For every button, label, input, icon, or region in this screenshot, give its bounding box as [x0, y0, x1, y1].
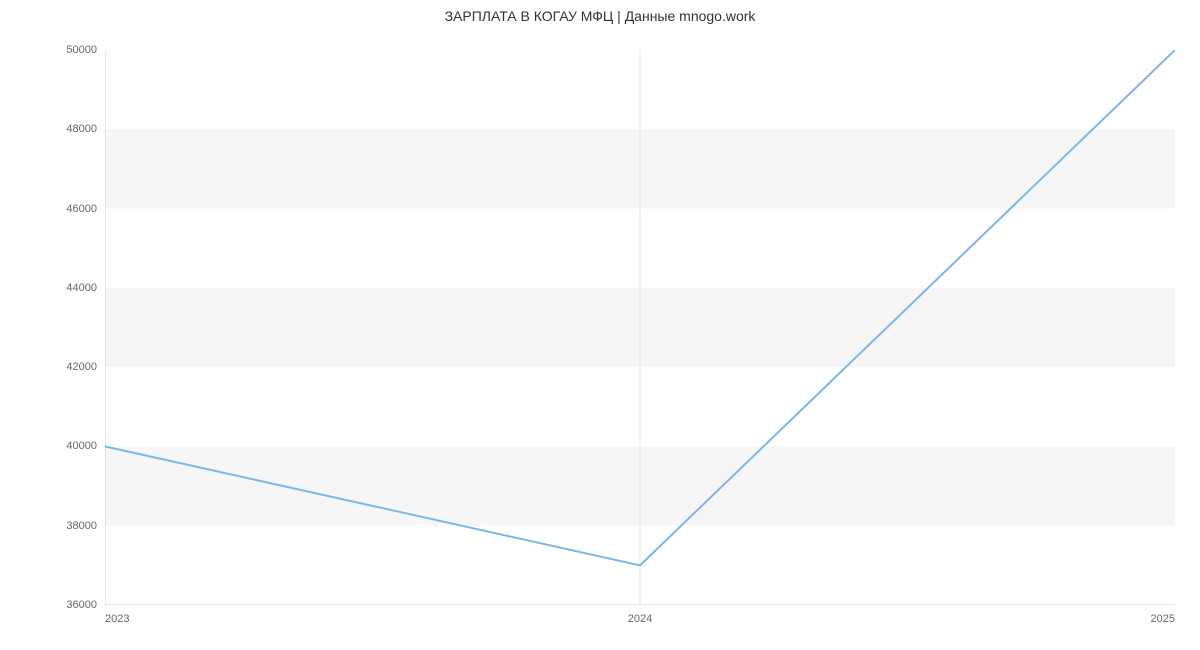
x-tick-label: 2025 [1151, 613, 1175, 625]
salary-line-chart: ЗАРПЛАТА В КОГАУ МФЦ | Данные mnogo.work… [0, 0, 1200, 650]
x-tick-label: 2023 [105, 613, 129, 625]
y-tick-label: 40000 [66, 440, 97, 452]
y-tick-label: 42000 [66, 361, 97, 373]
y-tick-label: 38000 [66, 520, 97, 532]
y-tick-label: 46000 [66, 203, 97, 215]
chart-title: ЗАРПЛАТА В КОГАУ МФЦ | Данные mnogo.work [0, 8, 1200, 24]
chart-svg [105, 50, 1175, 605]
y-tick-label: 50000 [66, 44, 97, 56]
y-tick-label: 44000 [66, 282, 97, 294]
y-tick-label: 48000 [66, 123, 97, 135]
plot-area: 3600038000400004200044000460004800050000… [105, 50, 1175, 605]
y-tick-label: 36000 [66, 599, 97, 611]
x-tick-label: 2024 [628, 613, 652, 625]
